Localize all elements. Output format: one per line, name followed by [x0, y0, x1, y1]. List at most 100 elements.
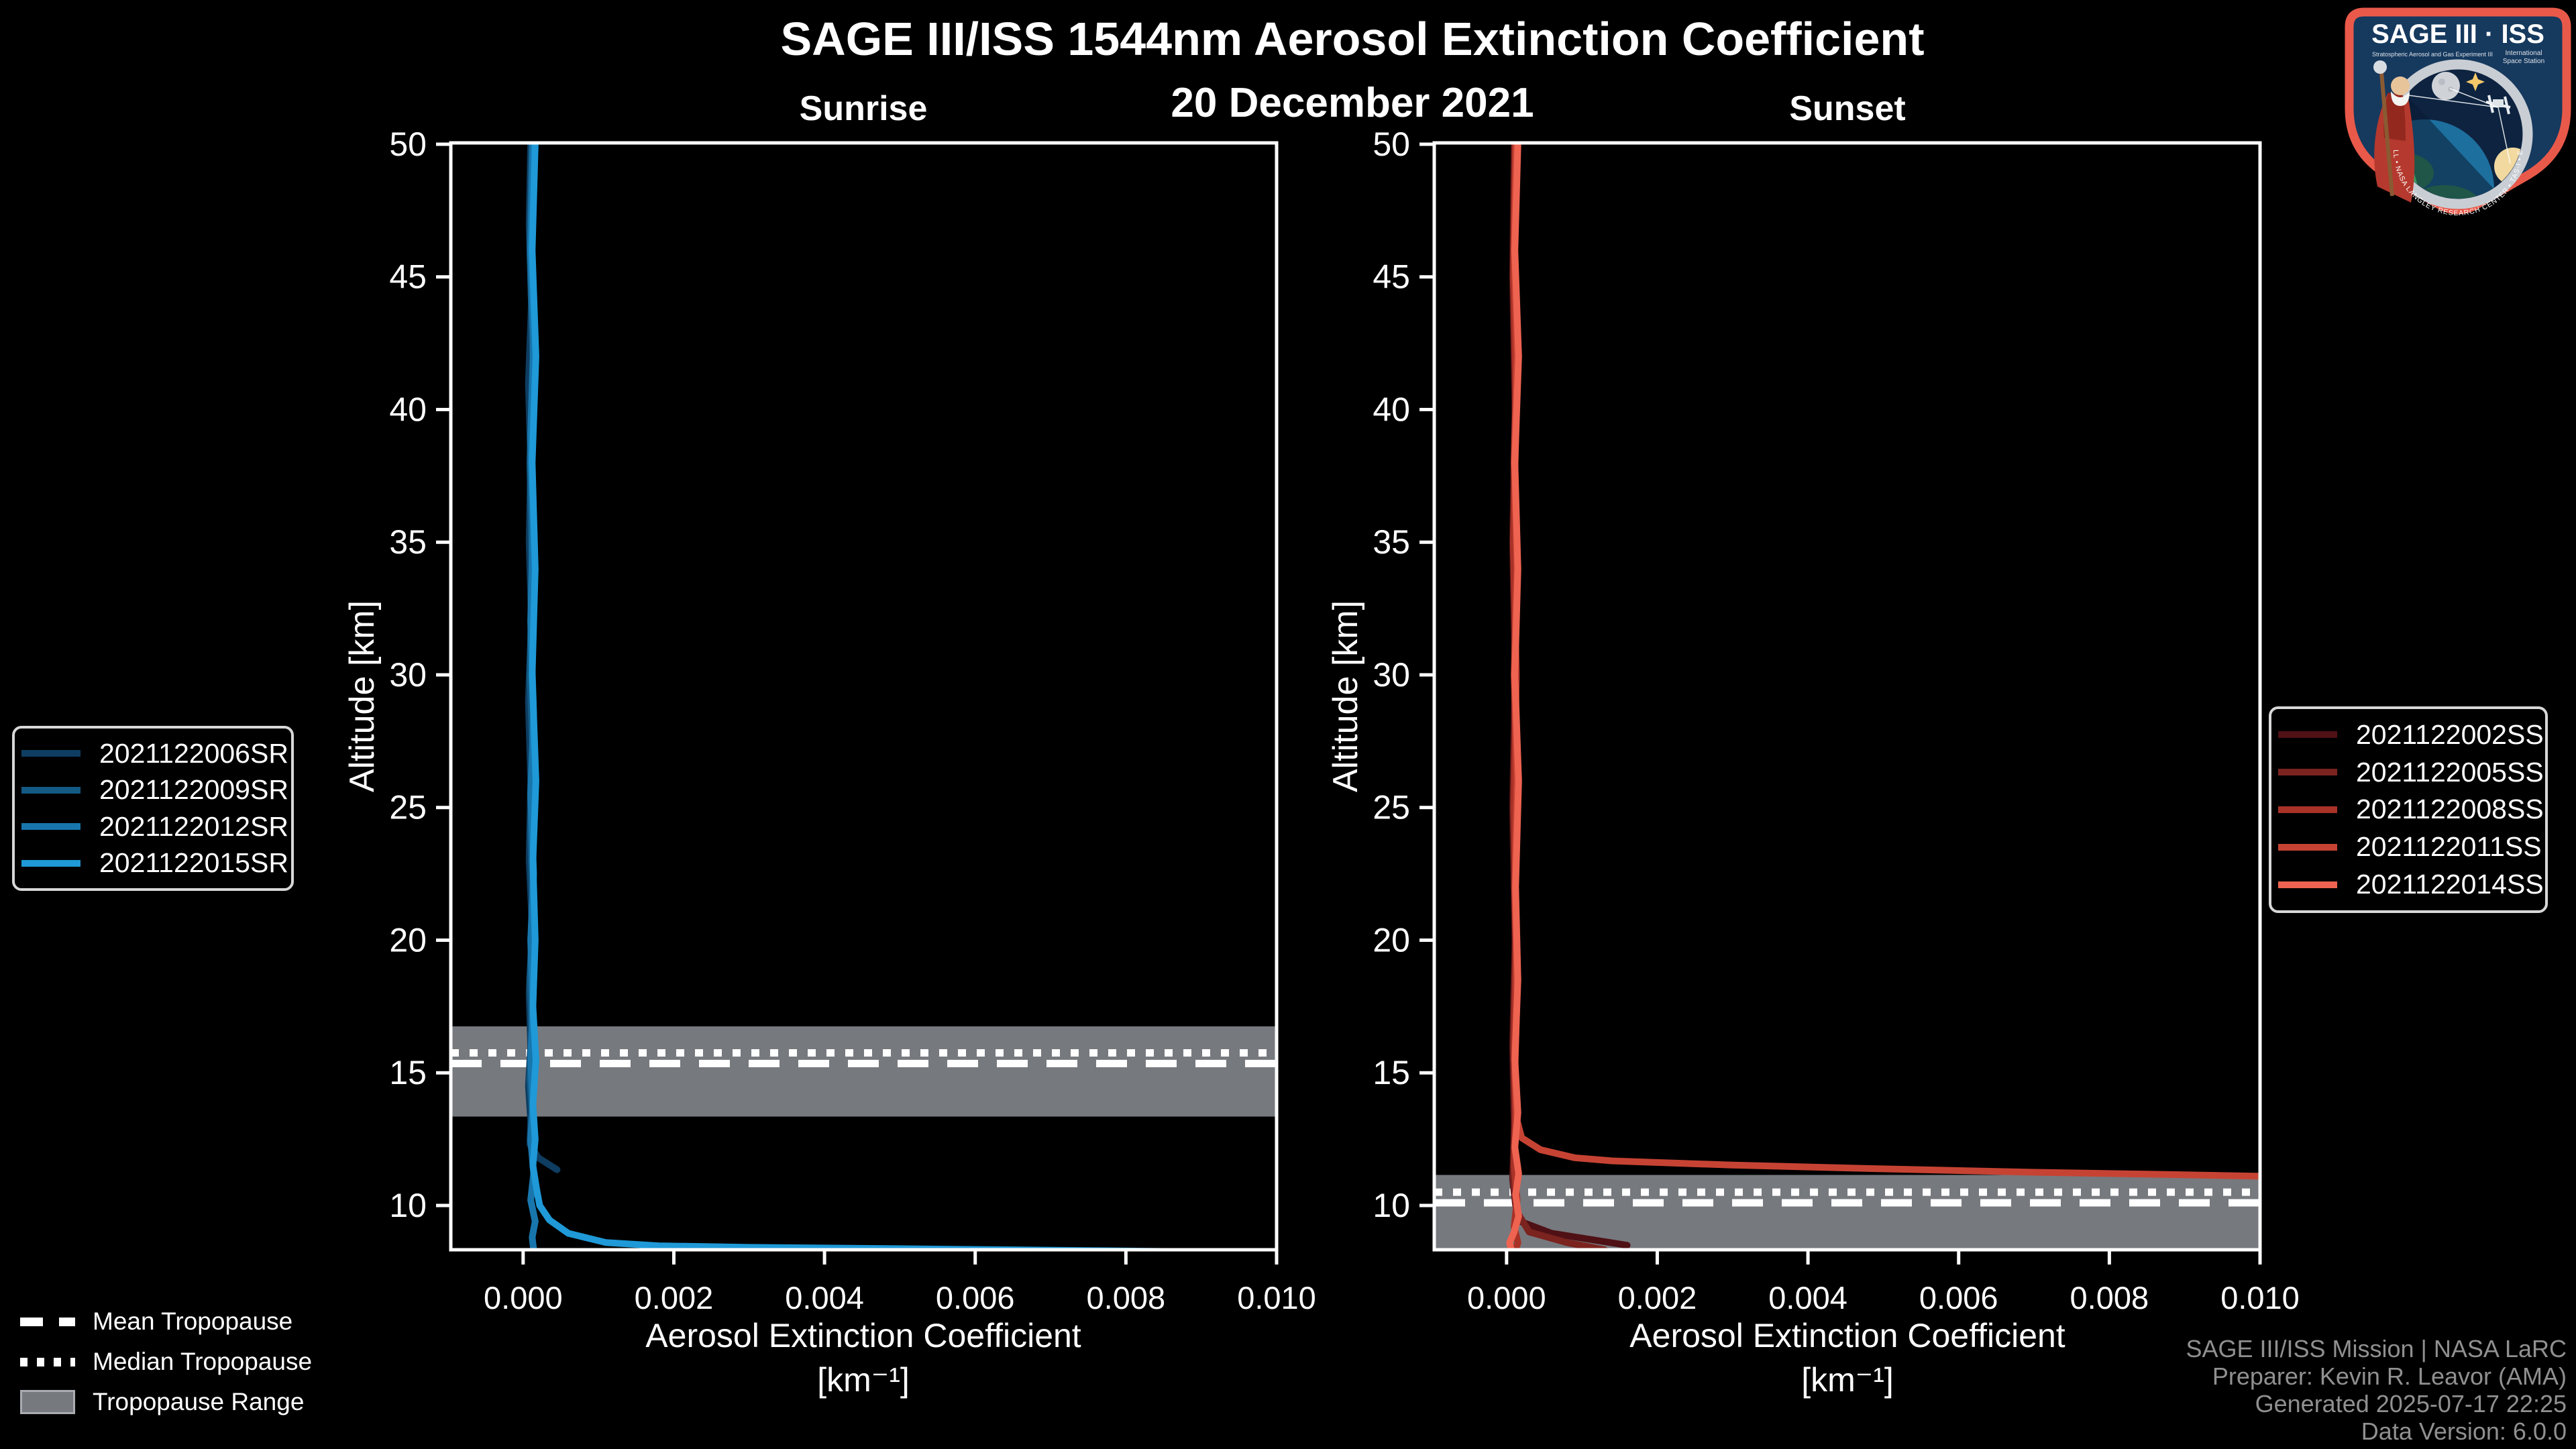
observation-lines — [2408, 88, 2511, 164]
x-tick-label: 0.004 — [1768, 1280, 1847, 1316]
legend-item: 2021122006SR — [21, 738, 288, 769]
y-tick-label: 40 — [1373, 390, 1410, 428]
star-icon — [2466, 72, 2485, 91]
profile-2021122015SR — [529, 143, 1277, 1250]
x-tick-label: 0.000 — [1467, 1280, 1546, 1316]
footer-data-version: Data Version: 6.0.0 — [2361, 1417, 2567, 1445]
y-tick-label: 10 — [1373, 1187, 1410, 1224]
tropopause-range-band — [451, 1026, 1277, 1117]
y-tick-label: 50 — [389, 125, 427, 163]
legend-item: 2021122002SS — [2278, 719, 2544, 751]
band-swatch — [20, 1390, 75, 1414]
y-tick-label: 25 — [1373, 789, 1410, 826]
series-color-swatch — [21, 786, 80, 794]
x-axis-label-sunrise: Aerosol Extinction Coefficient [km⁻¹] — [645, 1313, 1081, 1402]
series-color-swatch — [21, 823, 80, 830]
tropopause-legend: Mean Tropopause Median Tropopause Tropop… — [20, 1307, 312, 1417]
legend-label: 2021122006SR — [99, 737, 288, 769]
legend-item-median-tropopause: Median Tropopause — [20, 1347, 312, 1377]
y-tick-label: 20 — [1373, 921, 1410, 959]
moon-icon — [2432, 72, 2460, 100]
footer-preparer: Preparer: Kevin R. Leavor (AMA) — [2212, 1362, 2567, 1390]
profile-2021122014SS — [1506, 143, 1522, 1250]
legend-sunrise: 2021122006SR 2021122009SR 2021122012SR 2021… — [12, 726, 294, 891]
page-title: SAGE III/ISS 1544nm Aerosol Extinction C… — [780, 13, 1925, 65]
y-tick-label: 25 — [389, 789, 427, 826]
legend-label: 2021122015SR — [99, 847, 288, 879]
y-tick-label: 50 — [1373, 125, 1410, 163]
legend-label: 2021122009SR — [99, 774, 288, 806]
x-tick-label: 0.008 — [1087, 1280, 1166, 1316]
dotted-line-swatch — [20, 1357, 75, 1366]
legend-item: 2021122005SS — [2278, 757, 2544, 788]
legend-item: 2021122014SS — [2278, 869, 2544, 900]
panel-sunset — [1434, 143, 2260, 1250]
profile-2021122011SS — [1511, 143, 2260, 1180]
sun-icon — [2494, 148, 2522, 185]
y-tick-label: 40 — [389, 390, 427, 428]
x-tick-label: 0.010 — [2220, 1280, 2300, 1316]
legend-sunset: 2021122002SS 2021122005SS 2021122008SS 2021… — [2269, 706, 2548, 913]
legend-item: 2021122008SS — [2278, 794, 2544, 825]
panel-title-sunrise: Sunrise — [799, 89, 928, 128]
y-tick-label: 20 — [389, 921, 427, 959]
legend-item: 2021122015SR — [21, 847, 288, 879]
profile-2021122005SS — [1509, 143, 1608, 1250]
series-color-swatch — [21, 750, 80, 757]
legend-label: Tropopause Range — [93, 1388, 305, 1415]
series-color-swatch — [2278, 806, 2337, 813]
x-tick-label: 0.002 — [635, 1280, 714, 1316]
legend-item-tropopause-range: Tropopause Range — [20, 1387, 312, 1417]
legend-label: 2021122002SS — [2356, 718, 2544, 750]
legend-label: 2021122014SS — [2356, 869, 2544, 900]
legend-label: 2021122011SS — [2356, 831, 2542, 863]
sage-iss-logo: SAGE III · ISS Stratospheric Aerosol and… — [2344, 7, 2571, 216]
y-tick-label: 15 — [389, 1054, 427, 1091]
profile-2021122002SS — [1509, 143, 1631, 1249]
logo-subtitle-right2: Space Station — [2503, 58, 2544, 65]
logo-subtitle-left: Stratospheric Aerosol and Gas Experiment… — [2372, 51, 2493, 58]
y-tick-label: 45 — [1373, 258, 1410, 296]
date-subtitle: 20 December 2021 — [1171, 80, 1534, 126]
legend-item: 2021122011SS — [2278, 831, 2542, 863]
legend-label: Mean Tropopause — [93, 1307, 293, 1335]
legend-label: 2021122005SS — [2356, 756, 2544, 788]
x-axis-label-line1: Aerosol Extinction Coefficient — [645, 1317, 1081, 1354]
y-tick-label: 35 — [389, 523, 427, 561]
logo-subtitle-right1: International — [2505, 50, 2542, 57]
footer-generated: Generated 2025-07-17 22:25 — [2255, 1390, 2567, 1417]
legend-label: Median Tropopause — [93, 1348, 313, 1375]
x-tick-label: 0.000 — [484, 1280, 563, 1316]
x-tick-label: 0.010 — [1237, 1280, 1316, 1316]
x-tick-label: 0.006 — [936, 1280, 1015, 1316]
legend-item: 2021122012SR — [21, 811, 288, 843]
legend-item-mean-tropopause: Mean Tropopause — [20, 1307, 312, 1336]
legend-label: 2021122008SS — [2356, 794, 2544, 825]
x-axis-label-sunset: Aerosol Extinction Coefficient [km⁻¹] — [1629, 1313, 2065, 1402]
y-tick-label: 10 — [389, 1187, 427, 1224]
series-color-swatch — [2278, 731, 2337, 739]
panel-sunrise — [451, 143, 1277, 1250]
y-tick-label: 30 — [389, 656, 427, 694]
plot-frame — [449, 141, 1279, 1252]
series-color-swatch — [2278, 769, 2337, 776]
sage-figure — [2373, 60, 2415, 203]
y-tick-label: 35 — [1373, 523, 1410, 561]
legend-item: 2021122009SR — [21, 774, 288, 806]
x-tick-label: 0.008 — [2070, 1280, 2149, 1316]
x-axis-label-line2: [km⁻¹] — [817, 1361, 910, 1399]
x-tick-label: 0.002 — [1618, 1280, 1697, 1316]
y-tick-label: 30 — [1373, 656, 1410, 694]
plot-frame — [1432, 141, 2262, 1252]
series-color-swatch — [2278, 843, 2337, 851]
footer-mission: SAGE III/ISS Mission | NASA LaRC — [2186, 1335, 2567, 1362]
panel-title-sunset: Sunset — [1789, 89, 1906, 128]
series-color-swatch — [2278, 881, 2337, 888]
y-tick-label: 45 — [389, 258, 427, 296]
dashed-line-swatch — [20, 1317, 75, 1326]
y-tick-label: 15 — [1373, 1054, 1410, 1091]
legend-label: 2021122012SR — [99, 810, 288, 842]
series-color-swatch — [21, 859, 80, 867]
x-axis-label-line2: [km⁻¹] — [1801, 1361, 1894, 1399]
